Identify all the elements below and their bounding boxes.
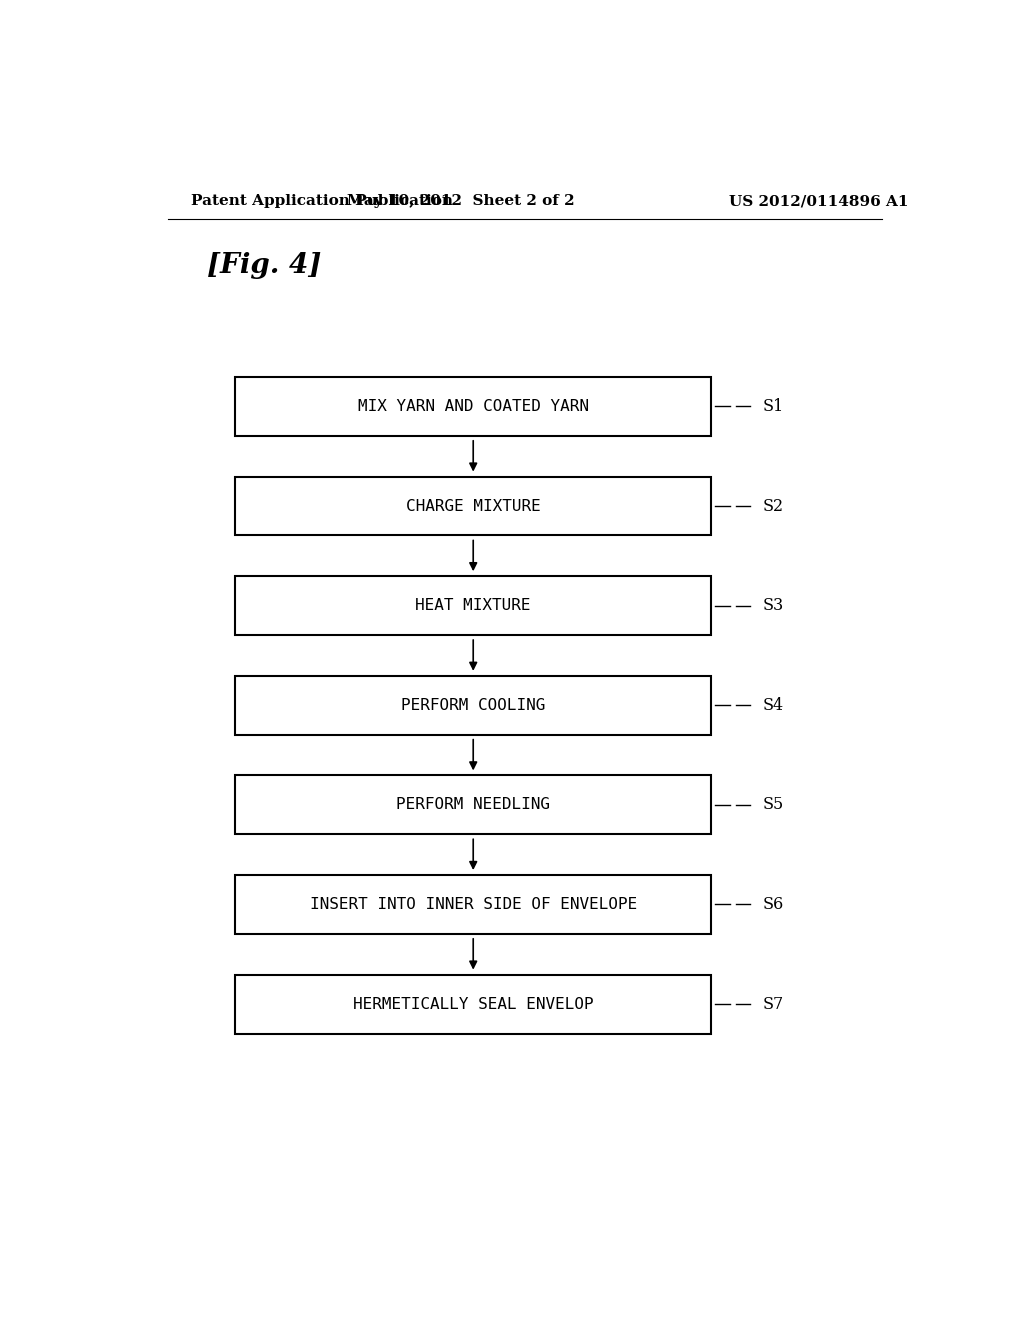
Text: US 2012/0114896 A1: US 2012/0114896 A1 <box>729 194 908 209</box>
Text: HEAT MIXTURE: HEAT MIXTURE <box>416 598 531 612</box>
Bar <box>236 576 712 635</box>
Text: S4: S4 <box>763 697 784 714</box>
Text: S2: S2 <box>763 498 784 515</box>
Bar <box>236 676 712 735</box>
Text: [Fig. 4]: [Fig. 4] <box>207 252 322 279</box>
Text: S6: S6 <box>763 896 784 913</box>
Text: MIX YARN AND COATED YARN: MIX YARN AND COATED YARN <box>357 399 589 414</box>
Bar <box>236 875 712 935</box>
Text: S5: S5 <box>763 796 784 813</box>
Bar <box>236 477 712 536</box>
Text: INSERT INTO INNER SIDE OF ENVELOPE: INSERT INTO INNER SIDE OF ENVELOPE <box>309 896 637 912</box>
Text: S3: S3 <box>763 597 784 614</box>
Text: Patent Application Publication: Patent Application Publication <box>191 194 454 209</box>
Bar <box>236 378 712 436</box>
Text: CHARGE MIXTURE: CHARGE MIXTURE <box>406 499 541 513</box>
Text: May 10, 2012  Sheet 2 of 2: May 10, 2012 Sheet 2 of 2 <box>347 194 575 209</box>
Text: PERFORM NEEDLING: PERFORM NEEDLING <box>396 797 550 812</box>
Bar <box>236 974 712 1034</box>
Text: S1: S1 <box>763 397 784 414</box>
Bar <box>236 775 712 834</box>
Text: S7: S7 <box>763 995 784 1012</box>
Text: HERMETICALLY SEAL ENVELOP: HERMETICALLY SEAL ENVELOP <box>353 997 594 1011</box>
Text: PERFORM COOLING: PERFORM COOLING <box>401 698 546 713</box>
